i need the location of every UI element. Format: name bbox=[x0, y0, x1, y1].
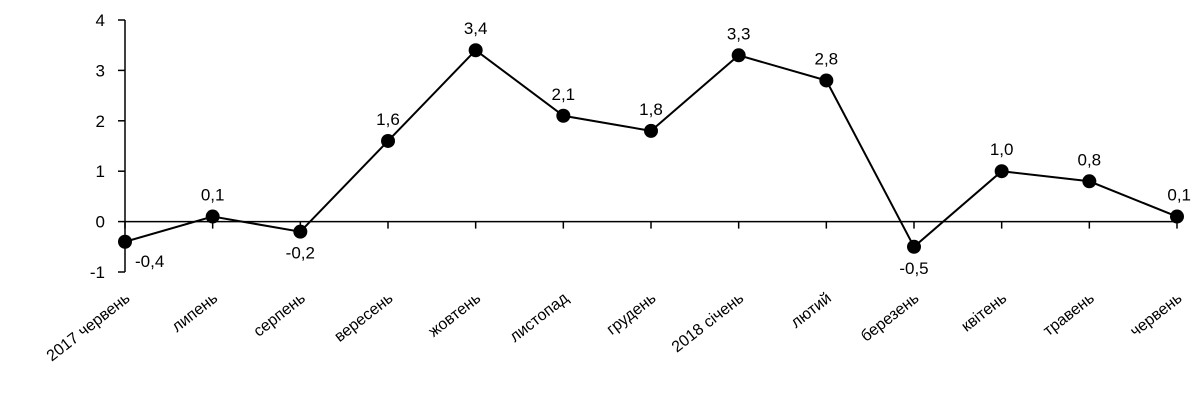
data-point bbox=[1170, 209, 1184, 224]
data-point bbox=[293, 224, 308, 239]
category-label: жовтень bbox=[426, 290, 485, 341]
series-line bbox=[124, 48, 1178, 249]
x-axis-ticks bbox=[124, 221, 1178, 229]
y-tick-label: 2 bbox=[96, 112, 105, 131]
data-labels: -0,4 0,1 -0,2 1,6 3,4 2,1 1,8 3,3 2,8 -0,5 1,0 0,8 0… bbox=[135, 19, 1191, 278]
y-tick-label: 4 bbox=[96, 11, 105, 30]
y-tick-label: 1 bbox=[96, 162, 105, 181]
data-label: 3,3 bbox=[727, 24, 751, 43]
data-point bbox=[907, 239, 921, 254]
category-label: квітень bbox=[958, 290, 1010, 336]
data-label: -0,2 bbox=[286, 244, 315, 263]
category-label: липень bbox=[169, 290, 221, 336]
series bbox=[118, 43, 1184, 254]
data-label: -0,4 bbox=[135, 252, 164, 271]
data-point bbox=[819, 73, 834, 88]
y-tick-label: -1 bbox=[90, 263, 105, 282]
axes bbox=[124, 20, 1177, 272]
data-label: -0,5 bbox=[899, 259, 928, 278]
data-label: 0,1 bbox=[201, 186, 225, 205]
data-label: 0,8 bbox=[1078, 150, 1102, 169]
data-label: 2,8 bbox=[815, 49, 839, 68]
data-point bbox=[205, 209, 220, 224]
y-axis-ticks: 4 3 2 1 0 -1 bbox=[90, 11, 125, 282]
data-point bbox=[468, 43, 483, 58]
category-label: 2018 січень bbox=[669, 290, 747, 356]
category-label: лютий bbox=[788, 290, 835, 332]
category-label: червень bbox=[1127, 290, 1185, 341]
data-point bbox=[731, 48, 746, 63]
data-point bbox=[994, 164, 1009, 179]
category-label: березень bbox=[858, 290, 922, 346]
category-label: грудень bbox=[604, 290, 660, 339]
category-label: серпень bbox=[251, 290, 309, 341]
data-point bbox=[1082, 174, 1097, 189]
category-label: 2017 червень bbox=[44, 290, 134, 365]
data-label: 1,6 bbox=[376, 110, 400, 129]
data-label: 2,1 bbox=[552, 85, 576, 104]
data-point bbox=[644, 123, 658, 138]
data-point bbox=[381, 133, 395, 148]
category-labels: 2017 червень липень серпень вересень жовтень… bbox=[44, 289, 1186, 365]
category-label: вересень bbox=[332, 290, 397, 346]
data-point bbox=[118, 234, 132, 249]
category-label: листопад bbox=[507, 289, 573, 345]
data-label: 0,1 bbox=[1167, 186, 1191, 205]
y-tick-label: 3 bbox=[96, 61, 105, 80]
data-label: 1,0 bbox=[990, 140, 1014, 159]
y-tick-label: 0 bbox=[96, 213, 105, 232]
category-label: травень bbox=[1040, 290, 1097, 340]
data-point bbox=[556, 108, 571, 123]
data-label: 1,8 bbox=[639, 100, 663, 119]
data-label: 3,4 bbox=[464, 19, 488, 38]
